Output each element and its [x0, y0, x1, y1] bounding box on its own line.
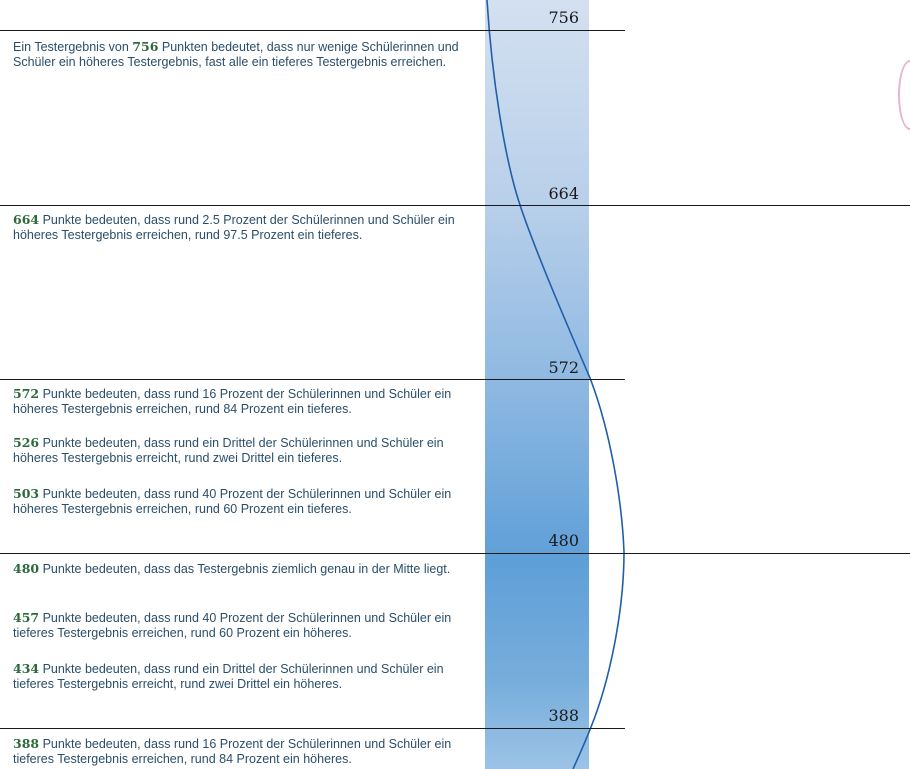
description-score: 572 — [13, 386, 40, 401]
description-457: 457 Punkte bedeuten, dass rund 40 Prozen… — [13, 610, 461, 641]
scale-label-480: 480 — [548, 531, 579, 550]
description-text: Punkte bedeuten, dass rund 40 Prozent de… — [13, 487, 452, 516]
description-526: 526 Punkte bedeuten, dass rund ein Dritt… — [13, 435, 461, 466]
divider-line-572 — [0, 379, 625, 380]
scale-label-756: 756 — [548, 8, 579, 27]
description-480: 480 Punkte bedeuten, dass das Testergebn… — [13, 561, 461, 577]
description-text: Punkten bedeutet, dass nur wenige Schüle… — [13, 40, 459, 69]
description-503: 503 Punkte bedeuten, dass rund 40 Prozen… — [13, 486, 461, 517]
description-score: 756 — [132, 39, 159, 54]
description-score: 457 — [13, 610, 40, 625]
description-prefix: Ein Testergebnis von — [13, 40, 133, 54]
description-text: Punkte bedeuten, dass rund 40 Prozent de… — [13, 611, 452, 640]
description-score: 526 — [13, 435, 40, 450]
divider-line-664 — [0, 205, 910, 206]
description-text: Punkte bedeuten, dass rund 2.5 Prozent d… — [13, 213, 455, 242]
description-text: Punkte bedeuten, dass rund ein Drittel d… — [13, 436, 444, 465]
description-score: 664 — [13, 212, 40, 227]
description-text: Punkte bedeuten, dass rund 16 Prozent de… — [13, 387, 452, 416]
description-score: 434 — [13, 661, 40, 676]
description-text: Punkte bedeuten, dass rund 16 Prozent de… — [13, 737, 452, 766]
description-score: 480 — [13, 561, 40, 576]
description-572: 572 Punkte bedeuten, dass rund 16 Prozen… — [13, 386, 461, 417]
divider-line-756 — [0, 30, 625, 31]
description-score: 388 — [13, 736, 40, 751]
divider-line-480 — [0, 553, 910, 554]
description-434: 434 Punkte bedeuten, dass rund ein Dritt… — [13, 661, 461, 692]
description-text: Punkte bedeuten, dass rund ein Drittel d… — [13, 662, 444, 691]
scale-label-664: 664 — [548, 184, 579, 203]
distribution-curve-line — [486, 0, 625, 769]
description-text: Punkte bedeuten, dass das Testergebnis z… — [39, 562, 451, 576]
description-388: 388 Punkte bedeuten, dass rund 16 Prozen… — [13, 736, 461, 767]
scale-label-388: 388 — [548, 706, 579, 725]
description-756: Ein Testergebnis von 756 Punkten bedeute… — [13, 39, 461, 70]
description-664: 664 Punkte bedeuten, dass rund 2.5 Proze… — [13, 212, 461, 243]
description-score: 503 — [13, 486, 40, 501]
divider-line-388 — [0, 728, 625, 729]
scale-label-572: 572 — [548, 358, 579, 377]
